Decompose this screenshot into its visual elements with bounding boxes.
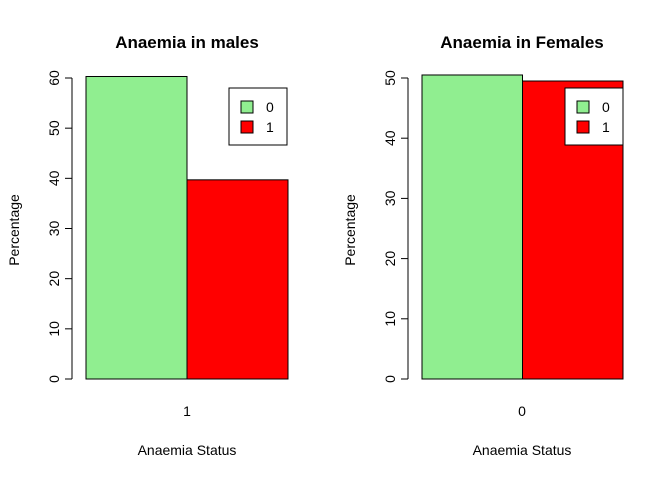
y-tick-label: 20 (46, 271, 62, 287)
y-tick-label: 30 (382, 190, 398, 206)
y-tick-label: 50 (46, 120, 62, 136)
y-axis-label: Percentage (342, 194, 358, 266)
legend: 01 (564, 87, 624, 146)
bars-group (85, 75, 289, 380)
legend-swatch-1 (576, 120, 590, 134)
legend-label-1: 1 (602, 119, 610, 135)
chart-title: Anaemia in Females (440, 33, 603, 52)
y-tick-label: 40 (382, 130, 398, 146)
legend-swatch-1 (240, 120, 254, 134)
bar-series-0 (85, 75, 188, 380)
legend: 01 (228, 87, 288, 146)
legend-swatch-0 (576, 100, 590, 114)
legend-swatch-0 (240, 100, 254, 114)
legend-label-1: 1 (266, 119, 274, 135)
y-tick-label: 30 (46, 221, 62, 237)
y-tick-label: 60 (46, 70, 62, 86)
legend-box (564, 87, 624, 146)
x-axis-label: Anaemia Status (473, 442, 572, 458)
bar-series-1 (186, 179, 289, 380)
y-tick-label: 40 (46, 170, 62, 186)
bar-series-0 (421, 74, 523, 380)
y-tick-label: 50 (382, 70, 398, 86)
chart-panel-males: Anaemia in males Anaemia Status Percenta… (6, 33, 289, 458)
y-tick-label: 0 (382, 375, 398, 383)
x-tick-label: 1 (183, 403, 191, 419)
legend-box (228, 87, 288, 146)
y-axis: 0 10 20 30 40 50 (382, 70, 409, 383)
y-axis-label: Percentage (6, 194, 22, 266)
x-tick-label: 0 (518, 403, 526, 419)
legend-label-0: 0 (266, 99, 274, 115)
y-tick-label: 0 (46, 375, 62, 383)
y-tick-label: 20 (382, 251, 398, 267)
chart-title: Anaemia in males (115, 33, 259, 52)
legend-label-0: 0 (602, 99, 610, 115)
y-tick-label: 10 (382, 311, 398, 327)
y-axis: 0 10 20 30 40 50 60 (46, 70, 73, 383)
y-tick-label: 10 (46, 321, 62, 337)
chart-panel-females: Anaemia in Females Anaemia Status Percen… (342, 33, 624, 458)
x-axis-label: Anaemia Status (138, 442, 237, 458)
